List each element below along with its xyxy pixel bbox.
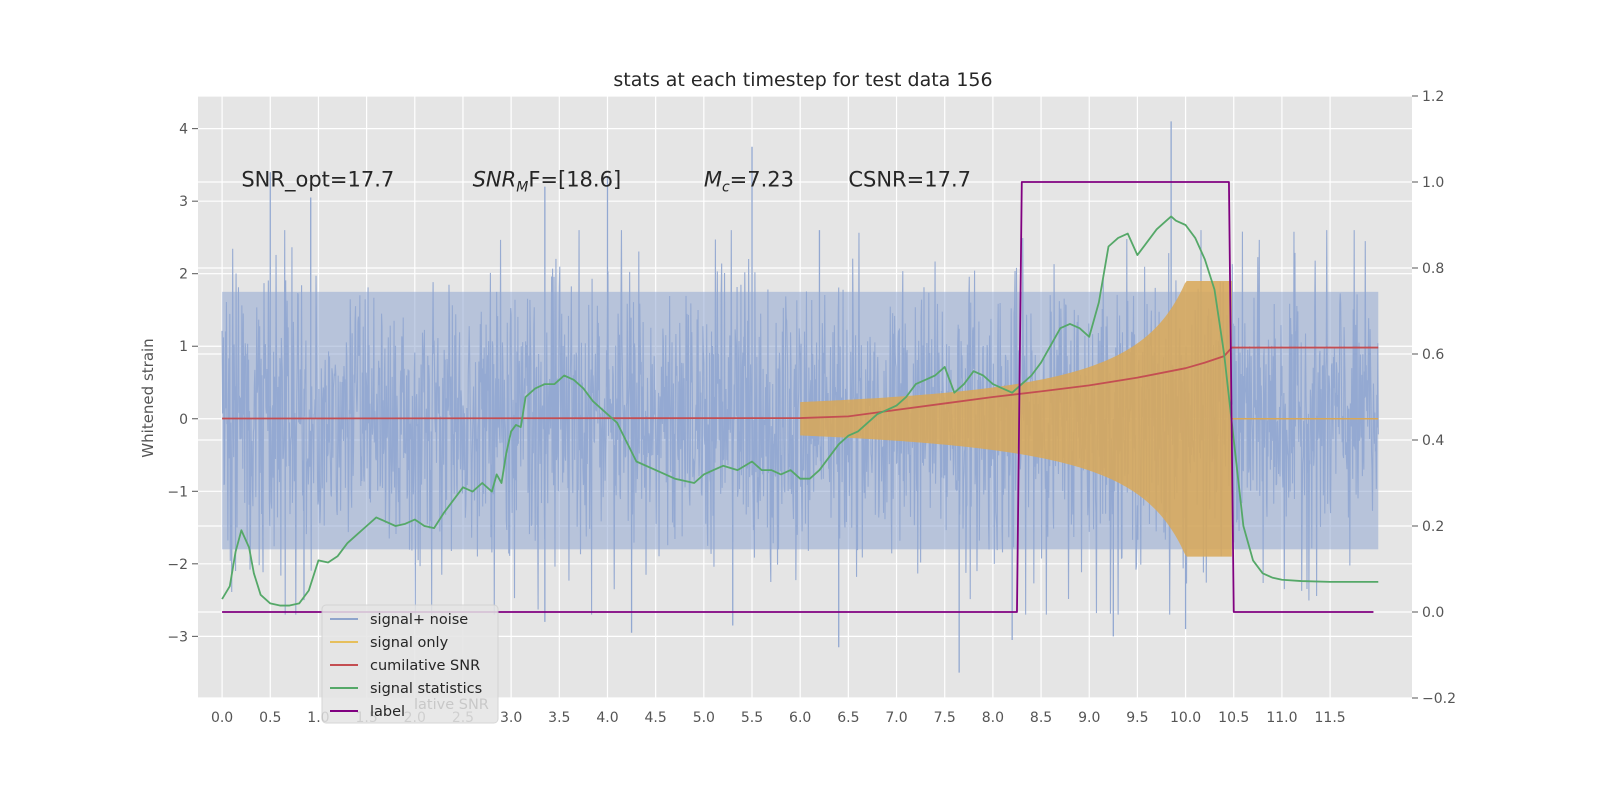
series-cumilative-snr xyxy=(222,346,1379,420)
legend-label: signal statistics xyxy=(370,681,482,697)
annotations: SNR_opt=17.7 SNRMF=[18.6] Mc=7.23 CSNR=17.7 xyxy=(241,167,971,195)
series-signal-only xyxy=(800,280,1232,557)
x-tick-label: 4.0 xyxy=(596,710,618,726)
x-tick-label: 9.5 xyxy=(1126,710,1148,726)
chart-title: stats at each timestep for test data 156 xyxy=(613,69,992,91)
y-axis-label: Whitened strain xyxy=(139,338,157,457)
series-signal-statistics xyxy=(221,215,1379,607)
series-label xyxy=(222,181,1374,613)
x-tick-label: 7.0 xyxy=(885,710,907,726)
annotation-text: Mc=7.23 xyxy=(704,167,794,195)
x-tick-label: 4.5 xyxy=(645,710,667,726)
x-tick-label: 0.0 xyxy=(211,710,233,726)
x-tick-label: 5.5 xyxy=(741,710,763,726)
legend: lative SNR signal+ noise signal only cumila… xyxy=(321,604,499,724)
x-tick-label: 11.0 xyxy=(1266,710,1297,726)
legend-label: signal+ noise xyxy=(370,612,468,628)
x-tick-label: 11.5 xyxy=(1315,710,1346,726)
y-tick-label: 2 xyxy=(179,267,188,283)
y-tick-label: 0 xyxy=(179,412,188,428)
x-tick-label: 7.5 xyxy=(934,710,956,726)
annotation-text: SNRMF=[18.6] xyxy=(473,167,622,195)
y2-tick-label: 1.0 xyxy=(1422,175,1444,191)
x-tick-label: 8.5 xyxy=(1030,710,1052,726)
x-tick-label: 10.0 xyxy=(1170,710,1201,726)
legend-ghost-text: lative SNR xyxy=(414,697,489,713)
annotation-text: SNR_opt=17.7 xyxy=(241,167,394,192)
left-axis-ticks: −3 −2 −1 0 1 2 3 4 xyxy=(167,122,198,645)
y2-tick-label: 0.4 xyxy=(1422,433,1444,449)
y2-tick-label: 0.8 xyxy=(1422,261,1444,277)
x-tick-label: 8.0 xyxy=(982,710,1004,726)
x-axis-ticks: 0.00.51.01.52.02.53.03.54.04.55.05.56.06… xyxy=(211,710,1346,726)
y-tick-label: 4 xyxy=(179,122,188,138)
y2-tick-label: 0.6 xyxy=(1422,347,1444,363)
y2-tick-label: 1.2 xyxy=(1422,89,1444,105)
legend-box xyxy=(321,604,499,724)
annotation-text: CSNR=17.7 xyxy=(848,167,971,191)
y2-tick-label: 0.0 xyxy=(1422,605,1444,621)
legend-label: cumilative SNR xyxy=(370,658,480,674)
x-tick-label: 9.0 xyxy=(1078,710,1100,726)
y-tick-label: 3 xyxy=(179,194,188,210)
legend-label: label xyxy=(370,704,405,720)
x-tick-label: 10.5 xyxy=(1218,710,1249,726)
x-tick-label: 6.5 xyxy=(837,710,859,726)
legend-label: signal only xyxy=(370,635,449,651)
y-tick-label: −3 xyxy=(167,629,188,645)
y-tick-label: −2 xyxy=(167,557,188,573)
right-axis-ticks: −0.2 0.0 0.2 0.4 0.6 0.8 1.0 1.2 xyxy=(1412,89,1456,707)
plot-area: −3 −2 −1 0 1 2 3 4 −0.2 0.0 0.2 0.4 0.6 0.8 1.0 1.2 0.0 0… xyxy=(167,89,1456,726)
x-tick-label: 3.5 xyxy=(548,710,570,726)
y-tick-label: 1 xyxy=(179,339,188,355)
y2-tick-label: −0.2 xyxy=(1422,691,1456,707)
x-tick-label: 5.0 xyxy=(693,710,715,726)
y-tick-label: −1 xyxy=(167,484,188,500)
x-tick-label: 0.5 xyxy=(259,710,281,726)
x-tick-label: 3.0 xyxy=(500,710,522,726)
x-tick-label: 6.0 xyxy=(789,710,811,726)
y2-tick-label: 0.2 xyxy=(1422,519,1444,535)
